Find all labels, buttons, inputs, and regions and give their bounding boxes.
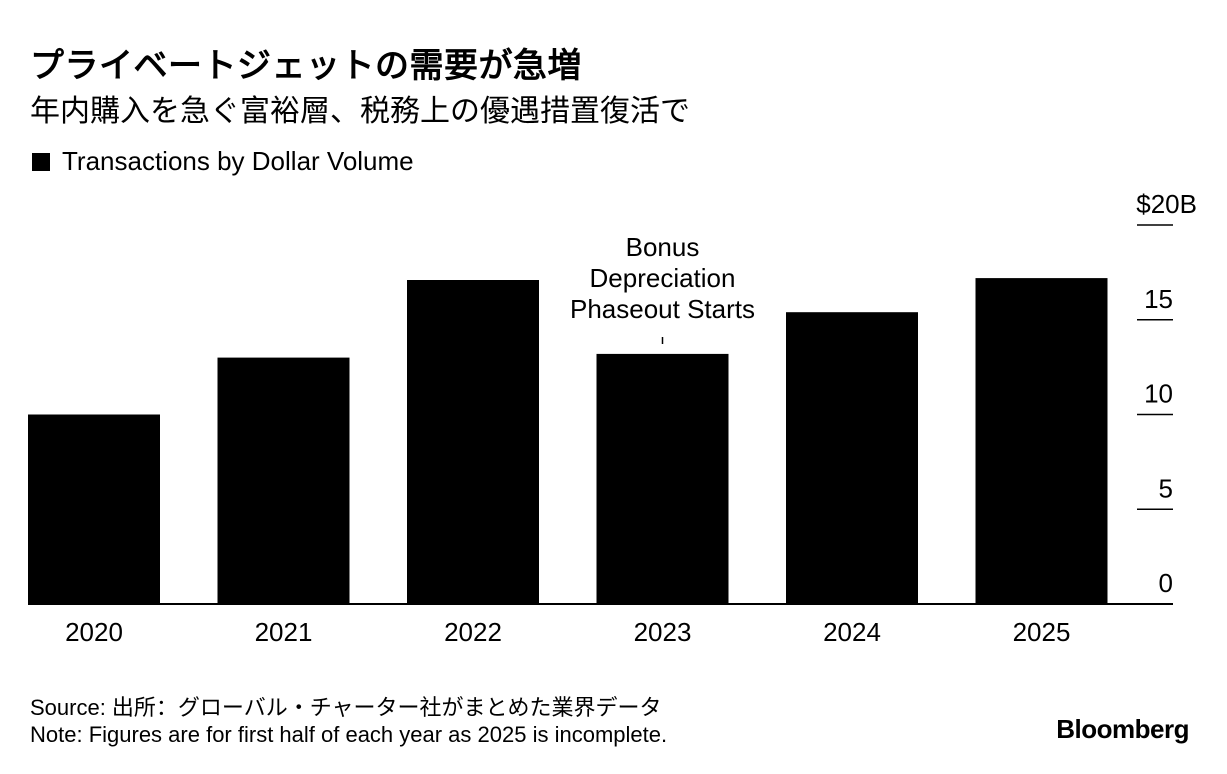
x-tick-label-2020: 2020 (65, 617, 123, 647)
bar-2022 (407, 280, 539, 604)
annotation-line-2: Depreciation (590, 263, 736, 293)
bar-2023 (596, 353, 729, 604)
legend-swatch-icon (32, 152, 50, 171)
legend: Transactions by Dollar Volume (32, 146, 414, 177)
annotation-line-3: Phaseout Starts (570, 294, 755, 324)
bar-2025 (975, 278, 1108, 604)
bars-group (28, 278, 1108, 604)
x-tick-label-2025: 2025 (1013, 617, 1071, 647)
annotation-line-1: Bonus (626, 232, 700, 262)
footnote: Note: Figures are for first half of each… (30, 722, 668, 747)
x-axis: 2020 2021 2022 2023 2024 2025 (65, 617, 1070, 647)
y-tick-label-0: 0 (1159, 568, 1173, 598)
y-tick-label-20: $20B (1136, 189, 1197, 219)
chart-subtitle: 年内購入を急ぐ富裕層、税務上の優遇措置復活で (30, 95, 690, 128)
bar-2020 (28, 414, 160, 604)
bloomberg-logo: Bloomberg (1056, 714, 1189, 744)
y-tick-label-5: 5 (1159, 473, 1173, 503)
y-axis: 0 5 10 15 $20B (28, 189, 1197, 605)
bar-2021 (217, 357, 350, 604)
bar-2024 (786, 312, 918, 604)
x-tick-label-2023: 2023 (634, 617, 692, 647)
source-note: Source: 出所：グローバル・チャーター社がまとめた業界データ (30, 695, 662, 720)
x-tick-label-2024: 2024 (823, 617, 881, 647)
y-tick-label-15: 15 (1144, 284, 1173, 314)
x-tick-label-2022: 2022 (444, 617, 502, 647)
chart-title: プライベートジェットの需要が急増 (30, 47, 582, 85)
x-tick-label-2021: 2021 (255, 617, 313, 647)
y-tick-label-10: 10 (1144, 379, 1173, 409)
legend-label: Transactions by Dollar Volume (62, 146, 414, 176)
